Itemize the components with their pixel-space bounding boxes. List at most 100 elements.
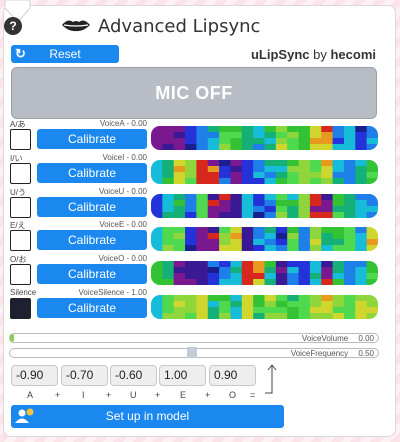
spectrogram-cell [332, 138, 345, 144]
phoneme-checkbox[interactable] [10, 129, 31, 150]
spectrogram-cell [207, 295, 220, 301]
spectrogram-cell [366, 273, 378, 279]
spectrogram-cell [185, 307, 197, 313]
calibrate-button[interactable]: Calibrate [37, 163, 147, 183]
spectrogram-cell [366, 307, 378, 313]
spectrogram-cell [151, 301, 163, 307]
spectrogram-cell [219, 166, 231, 172]
spectrogram-cell [287, 200, 300, 206]
spectrogram-cell [366, 227, 378, 233]
phoneme-checkbox[interactable] [10, 197, 31, 218]
spectrogram-cell [173, 178, 186, 184]
spectrogram-cell [173, 267, 186, 273]
weight-field-o[interactable]: 0.90 [209, 365, 256, 386]
voice-separator: - [124, 288, 132, 297]
mfcc-spectrogram [151, 295, 378, 319]
spectrogram-cell [264, 200, 277, 206]
spectrogram-cell [230, 245, 243, 251]
spectrogram-cell [253, 206, 265, 212]
spectrogram-cell [230, 233, 243, 239]
spectrogram-cell [196, 245, 209, 251]
spectrogram-cell [207, 301, 220, 307]
spectrogram-cell [207, 172, 220, 178]
spectrogram-cell [219, 301, 231, 307]
voice-value: 0.00 [131, 119, 147, 128]
spectrogram-cell [219, 267, 231, 273]
mfcc-spectrogram [151, 126, 378, 150]
voice-volume-value: 0.00 [358, 334, 374, 343]
spectrogram-cell [321, 295, 334, 301]
spectrogram-cell [219, 261, 231, 267]
spectrogram-cell [230, 178, 243, 184]
spectrogram-cell [355, 227, 368, 233]
spectrogram-cell [185, 245, 197, 251]
spectrogram-cell [151, 200, 163, 206]
spectrogram-cell [287, 172, 300, 178]
spectrogram-cell [343, 227, 356, 233]
spectrogram-cell [321, 160, 334, 166]
spectrogram-cell [230, 279, 243, 285]
spectrogram-cell [275, 301, 288, 307]
spectrogram-cell [309, 307, 322, 313]
spectrogram-cell [275, 160, 288, 166]
spectrogram-cell [355, 132, 368, 138]
voice-name: VoiceO [98, 254, 125, 263]
spectrogram-cell [185, 172, 197, 178]
spectrogram-cell [343, 313, 356, 319]
spectrogram-cell [253, 144, 265, 150]
spectrogram-cell [162, 233, 175, 239]
spectrogram-cell [173, 273, 186, 279]
spectrogram-cell [366, 212, 378, 218]
spectrogram-cell [355, 267, 368, 273]
voice-volume-meter: VoiceVolume 0.00 [9, 333, 379, 343]
setup-in-model-button[interactable]: Set up in model [11, 405, 284, 428]
spectrogram-cell [253, 261, 265, 267]
phoneme-checkbox[interactable] [10, 230, 31, 251]
spectrogram-cell [151, 126, 163, 132]
spectrogram-cell [173, 172, 186, 178]
phoneme-checkbox[interactable] [10, 298, 31, 319]
spectrogram-cell [253, 239, 265, 245]
spectrogram-cell [309, 166, 322, 172]
phoneme-label: O/お [10, 255, 27, 264]
spectrogram-cell [162, 307, 175, 313]
spectrogram-cell [309, 273, 322, 279]
calibrate-button[interactable]: Calibrate [37, 197, 147, 217]
weight-field-a[interactable]: -0.90 [11, 365, 58, 386]
collapse-arrow-icon[interactable] [3, 0, 33, 26]
phoneme-checkbox[interactable] [10, 264, 31, 285]
spectrogram-cell [196, 301, 209, 307]
spectrogram-cell [162, 273, 175, 279]
calibrate-button[interactable]: Calibrate [37, 264, 147, 284]
spectrogram-cell [173, 132, 186, 138]
weight-field-i[interactable]: -0.70 [61, 365, 108, 386]
spectrogram-cell [264, 138, 277, 144]
spectrogram-cell [275, 307, 288, 313]
phoneme-checkbox[interactable] [10, 163, 31, 184]
spectrogram-cell [230, 212, 243, 218]
spectrogram-cell [264, 239, 277, 245]
spectrogram-cell [162, 144, 175, 150]
weight-field-e[interactable]: 1.00 [159, 365, 206, 386]
help-icon[interactable]: ? [4, 17, 22, 35]
formula-a: A [27, 390, 34, 400]
calibrate-button[interactable]: Calibrate [37, 298, 147, 318]
spectrogram-cell [151, 166, 163, 172]
spectrogram-cell [253, 138, 265, 144]
weight-field-u[interactable]: -0.60 [110, 365, 157, 386]
reset-button[interactable]: ↻ Reset [11, 45, 119, 63]
spectrogram-cell [366, 138, 378, 144]
calibrate-button[interactable]: Calibrate [37, 129, 147, 149]
spectrogram-cell [207, 126, 220, 132]
spectrogram-cell [241, 132, 254, 138]
spectrogram-cell [298, 206, 311, 212]
spectrogram-cell [332, 261, 345, 267]
spectrogram-cell [162, 295, 175, 301]
formula-plus: + [155, 390, 161, 400]
spectrogram-cell [275, 200, 288, 206]
calibrate-button[interactable]: Calibrate [37, 230, 147, 250]
spectrogram-cell [241, 267, 254, 273]
mic-toggle-button[interactable]: MIC OFF [11, 67, 377, 119]
spectrogram-cell [207, 227, 220, 233]
frequency-slider-thumb[interactable] [187, 347, 197, 358]
